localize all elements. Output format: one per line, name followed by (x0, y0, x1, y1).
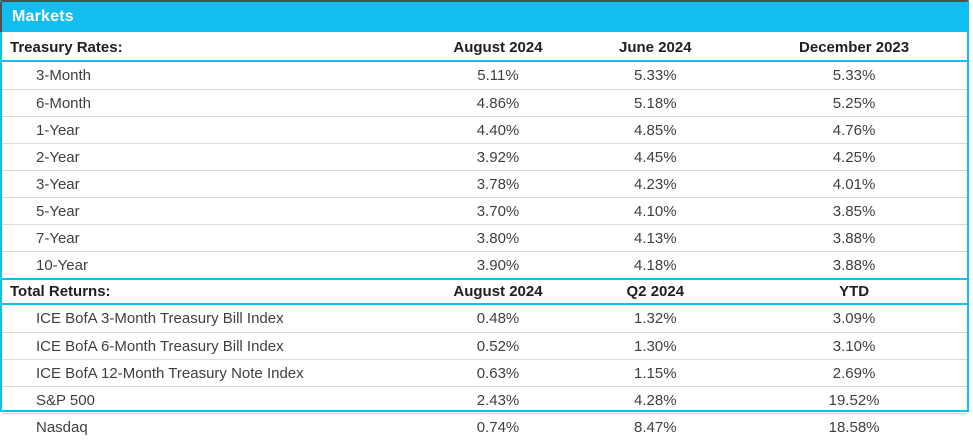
cell-value: 4.28% (634, 391, 677, 409)
row-label: ICE BofA 6-Month Treasury Bill Index (36, 337, 284, 355)
table-row: 6-Month 4.86% 5.18% 5.25% (2, 89, 967, 116)
row-label: 1-Year (36, 121, 80, 139)
cell-value: 0.74% (476, 418, 520, 436)
cell-value: 3.85% (832, 202, 876, 220)
cell-value: 5.11% (477, 67, 519, 84)
column-header: YTD (839, 283, 870, 300)
cell-value: 3.80% (476, 229, 520, 247)
cell-value: 3.09% (832, 310, 876, 327)
cell-value: 4.40% (476, 121, 520, 139)
table-row: S&P 500 2.43% 4.28% 19.52% (2, 386, 967, 413)
row-label: 3-Month (36, 67, 92, 84)
section-header-row: Treasury Rates: August 2024 June 2024 Decem… (2, 35, 967, 62)
table-row: ICE BofA 3-Month Treasury Bill Index 0.48… (2, 305, 967, 332)
row-label: 10-Year (36, 256, 88, 274)
table-row: ICE BofA 12-Month Treasury Note Index 0.6… (2, 359, 967, 386)
row-label: 7-Year (36, 229, 80, 247)
section-header-label: Total Returns: (10, 283, 111, 300)
cell-value: 0.63% (476, 364, 520, 382)
cell-value: 4.01% (832, 175, 876, 193)
column-header: August 2024 (453, 39, 543, 56)
table-title-bar: Markets (2, 2, 967, 32)
cell-value: 3.70% (476, 202, 520, 220)
cell-value: 18.58% (828, 418, 880, 436)
cell-value: 1.30% (634, 337, 677, 355)
section-header-label: Treasury Rates: (10, 39, 123, 56)
cell-value: 5.25% (832, 94, 876, 112)
cell-value: 4.25% (832, 148, 876, 166)
table-row: ICE BofA 6-Month Treasury Bill Index 0.52… (2, 332, 967, 359)
cell-value: 4.13% (634, 229, 677, 247)
column-header: Q2 2024 (626, 283, 685, 300)
table-body: Treasury Rates: August 2024 June 2024 Decem… (2, 35, 967, 440)
cell-value: 2.69% (832, 364, 876, 382)
row-label: Nasdaq (36, 418, 88, 436)
row-label: 3-Year (36, 175, 80, 193)
cell-value: 4.86% (476, 94, 520, 112)
cell-value: 4.18% (634, 256, 677, 274)
section-header-row: Total Returns: August 2024 Q2 2024 YTD (2, 278, 967, 305)
cell-value: 1.15% (634, 364, 677, 382)
cell-value: 4.45% (634, 148, 677, 166)
row-label: 6-Month (36, 94, 92, 112)
table-row: Nasdaq 0.74% 8.47% 18.58% (2, 413, 967, 440)
cell-value: 0.52% (476, 337, 520, 355)
cell-value: 3.78% (476, 175, 520, 193)
row-label: ICE BofA 3-Month Treasury Bill Index (36, 310, 284, 327)
row-label: ICE BofA 12-Month Treasury Note Index (36, 364, 304, 382)
table-row: 1-Year 4.40% 4.85% 4.76% (2, 116, 967, 143)
cell-value: 8.47% (634, 418, 677, 436)
column-header: June 2024 (619, 39, 692, 56)
cell-value: 4.10% (634, 202, 677, 220)
cell-value: 4.85% (634, 121, 677, 139)
cell-value: 3.88% (832, 256, 876, 274)
cell-value: 1.32% (634, 310, 677, 327)
cell-value: 5.18% (634, 94, 677, 112)
cell-value: 0.48% (476, 310, 520, 327)
cell-value: 2.43% (476, 391, 520, 409)
cell-value: 4.23% (634, 175, 677, 193)
cell-value: 4.76% (832, 121, 876, 139)
table-row: 3-Year 3.78% 4.23% 4.01% (2, 170, 967, 197)
cell-value: 5.33% (832, 67, 876, 84)
cell-value: 5.33% (634, 67, 677, 84)
table-row: 3-Month 5.11% 5.33% 5.33% (2, 62, 967, 89)
cell-value: 3.92% (476, 148, 520, 166)
column-header: August 2024 (453, 283, 543, 300)
table-title: Markets (12, 8, 74, 25)
column-header: December 2023 (799, 39, 910, 56)
cell-value: 3.10% (832, 337, 876, 355)
cell-value: 3.88% (832, 229, 876, 247)
row-label: S&P 500 (36, 391, 95, 409)
row-label: 2-Year (36, 148, 80, 166)
cell-value: 3.90% (476, 256, 520, 274)
row-label: 5-Year (36, 202, 80, 220)
table-row: 7-Year 3.80% 4.13% 3.88% (2, 224, 967, 251)
table-row: 2-Year 3.92% 4.45% 4.25% (2, 143, 967, 170)
cell-value: 19.52% (828, 391, 880, 409)
table-row: 5-Year 3.70% 4.10% 3.85% (2, 197, 967, 224)
table-row: 10-Year 3.90% 4.18% 3.88% (2, 251, 967, 278)
